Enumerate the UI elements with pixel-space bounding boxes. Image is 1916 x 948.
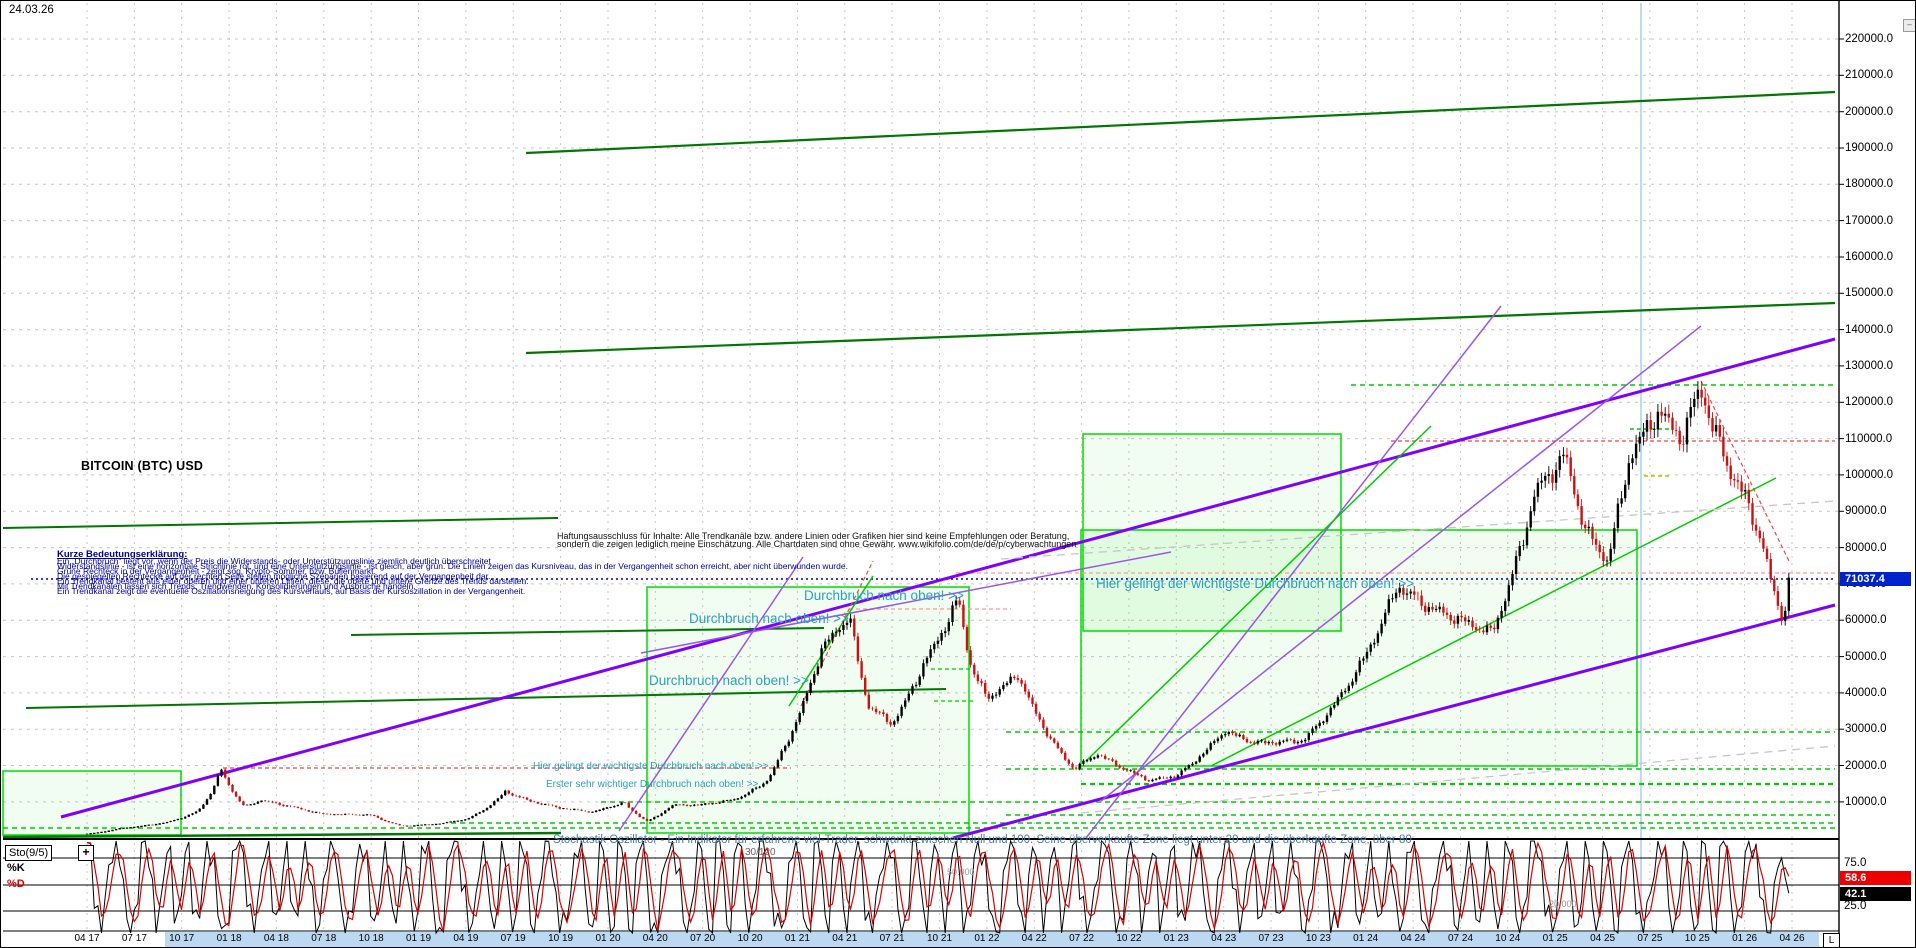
price-tick-label: 200000.0 bbox=[1845, 105, 1893, 118]
explanation-line: Ein Trendkanal zeigt die eventuelle Oszi… bbox=[57, 586, 526, 596]
price-tick-label: 90000.0 bbox=[1845, 505, 1887, 518]
date-tick-label: 07 23 bbox=[1258, 933, 1284, 944]
chart-annotation: Hier gelingt der wichtigste Durchbruch n… bbox=[1096, 576, 1415, 591]
price-tick-label: 80000.0 bbox=[1845, 541, 1887, 554]
date-tick-label: 10 18 bbox=[358, 933, 384, 944]
price-tick-label: 110000.0 bbox=[1845, 432, 1893, 445]
osc-k-value-label: 42.1 bbox=[1840, 887, 1911, 901]
date-tick-label: 10 22 bbox=[1116, 933, 1142, 944]
k-line-label: %K bbox=[7, 862, 25, 874]
date-tick-label: 10 25 bbox=[1684, 933, 1710, 944]
instrument-title: BITCOIN (BTC) USD bbox=[81, 459, 204, 473]
price-tick-label: 190000.0 bbox=[1845, 142, 1893, 154]
chart-date: 24.03.26 bbox=[9, 4, 54, 16]
price-tick-label: 130000.0 bbox=[1845, 359, 1893, 372]
explanation-lines: Ein „Durchbruch" liegt vor, wenn der Pre… bbox=[57, 556, 848, 596]
price-tick-label: 140000.0 bbox=[1845, 323, 1893, 336]
price-tick-label: 150000.0 bbox=[1845, 287, 1893, 300]
disclaimer-line-1: Haftungsausschluss für Inhalte: Alle Tre… bbox=[557, 531, 1070, 541]
d-line-label: %D bbox=[7, 878, 25, 890]
date-tick-label: 10 19 bbox=[548, 933, 574, 944]
osc-d-value-label: 58.6 bbox=[1840, 871, 1911, 885]
price-tick-label: 210000.0 bbox=[1845, 69, 1893, 82]
disclaimer: Haftungsausschluss für Inhalte: Alle Tre… bbox=[557, 531, 1077, 549]
date-tick-label: 01 21 bbox=[784, 933, 810, 944]
date-tick-label: 01 26 bbox=[1732, 933, 1758, 944]
date-tick-label: 04 26 bbox=[1779, 933, 1805, 944]
date-tick-label: 07 21 bbox=[879, 933, 905, 944]
explanation-line: Widerstandslinie - ist eine horizontale … bbox=[57, 561, 848, 571]
chart-annotation: Erster sehr wichtiger Durchbruch nach ob… bbox=[546, 779, 759, 790]
date-tick-label: 04 19 bbox=[453, 933, 479, 944]
date-tick-label: 10 17 bbox=[169, 933, 195, 944]
last-price-label: 71037.4 bbox=[1840, 572, 1911, 586]
date-tick-label: 07 25 bbox=[1637, 933, 1663, 944]
chart-annotation: 50.000 bbox=[947, 867, 975, 877]
date-tick-label: 10 23 bbox=[1305, 933, 1331, 944]
price-tick-label: 220000.0 bbox=[1845, 33, 1893, 45]
date-tick-label: 01 24 bbox=[1353, 933, 1379, 944]
price-tick-label: 170000.0 bbox=[1845, 214, 1893, 227]
stochastic-settings-button[interactable]: Sto(9/5) bbox=[5, 845, 53, 861]
date-tick-label: 04 17 bbox=[74, 933, 100, 944]
price-tick-label: 50000.0 bbox=[1845, 650, 1887, 663]
date-tick-label: 01 20 bbox=[595, 933, 621, 944]
price-tick-label: 20000.0 bbox=[1845, 759, 1887, 772]
price-tick-label: 30000.0 bbox=[1845, 723, 1887, 736]
date-tick-label: 04 20 bbox=[642, 933, 668, 944]
date-tick-label: 04 25 bbox=[1590, 933, 1616, 944]
explanation-line: Ein „Durchbruch" liegt vor, wenn der Pre… bbox=[57, 556, 491, 566]
date-tick-label: 01 25 bbox=[1542, 933, 1568, 944]
date-tick-label: 01 23 bbox=[1163, 933, 1189, 944]
collapse-axis-button[interactable]: – bbox=[1903, 19, 1915, 32]
chart-annotation: Hier gelingt der wichtigste Durchbruch n… bbox=[533, 761, 769, 772]
date-tick-label: 04 24 bbox=[1400, 933, 1426, 944]
osc-level-25-label: 25.0 bbox=[1844, 900, 1867, 912]
disclaimer-line-2: sondern die zeigen lediglich meine Einsc… bbox=[557, 539, 1077, 549]
add-indicator-button[interactable]: + bbox=[78, 845, 94, 861]
date-tick-label: 01 19 bbox=[405, 933, 432, 944]
chart-annotation: Durchbruch nach oben! >> bbox=[804, 588, 964, 603]
price-tick-label: 160000.0 bbox=[1845, 251, 1893, 263]
date-tick-label: 04 23 bbox=[1211, 933, 1237, 944]
date-tick-label: 01 18 bbox=[216, 933, 242, 944]
osc-level-75-label: 75.0 bbox=[1844, 857, 1867, 869]
price-tick-label: 40000.0 bbox=[1845, 686, 1887, 699]
date-tick-label: 10 21 bbox=[926, 933, 953, 944]
price-tick-label: 120000.0 bbox=[1845, 396, 1893, 409]
price-tick-label: 60000.0 bbox=[1845, 614, 1887, 627]
linear-scale-button[interactable]: L bbox=[1823, 933, 1840, 947]
date-tick-label: 07 24 bbox=[1447, 933, 1474, 944]
price-tick-label: 180000.0 bbox=[1845, 178, 1893, 191]
date-tick-label: 04 21 bbox=[832, 933, 858, 944]
explanation-title: Kurze Bedeutungserklärung: bbox=[57, 549, 188, 560]
date-tick-label: 07 22 bbox=[1069, 933, 1095, 944]
date-tick-label: 10 24 bbox=[1495, 933, 1521, 944]
date-tick-label: 10 20 bbox=[737, 933, 763, 944]
date-tick-label: 04 18 bbox=[263, 933, 289, 944]
chart-annotation: Durchbruch nach oben! >> bbox=[649, 673, 809, 688]
price-tick-label: 100000.0 bbox=[1845, 468, 1893, 481]
stochastic-description: - Stochastik Oszillator - Ein Indikator … bbox=[546, 834, 1412, 846]
chart-annotation: 20.000 bbox=[1549, 899, 1577, 909]
explanation-line: Die gespiegelten Rechtecke auf der recht… bbox=[57, 571, 491, 581]
date-tick-label: 04 22 bbox=[1021, 933, 1047, 944]
date-tick-label: 07 17 bbox=[121, 933, 147, 944]
date-tick-label: 01 22 bbox=[974, 933, 1000, 944]
date-tick-label: 07 20 bbox=[690, 933, 716, 944]
explanation-line: Mit Trendkanälen lassen sich Trends, Tre… bbox=[57, 581, 416, 591]
explanation-line: Ein Trendkanal besteht aus einer oberen … bbox=[57, 576, 529, 586]
date-tick-label: 07 18 bbox=[311, 933, 337, 944]
chart-annotation: 30/120 bbox=[745, 847, 776, 858]
price-tick-label: 10000.0 bbox=[1845, 795, 1887, 808]
chart-annotation: Durchbruch nach oben! >> bbox=[689, 611, 849, 626]
explanation-line: Grüne Rechteck in der Vergangenheit - ze… bbox=[57, 566, 376, 576]
date-tick-label: 07 19 bbox=[500, 933, 526, 944]
explanation-block: Kurze Bedeutungserklärung: Ein „Durchbru… bbox=[57, 549, 848, 596]
